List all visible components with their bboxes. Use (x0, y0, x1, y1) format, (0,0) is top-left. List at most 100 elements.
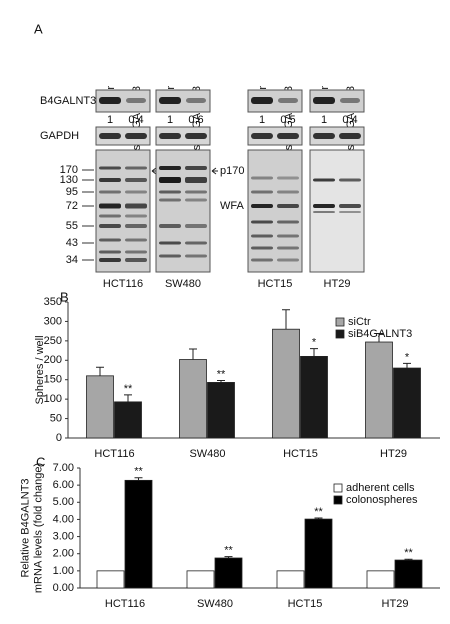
y-tick-label: 50 (50, 412, 62, 424)
error-bar (282, 309, 290, 330)
band (251, 176, 273, 180)
band (99, 97, 121, 104)
significance: ** (217, 368, 226, 380)
band (277, 220, 299, 224)
band (251, 234, 273, 238)
error-bar (189, 348, 197, 360)
annotation: p170 (220, 165, 244, 177)
band (99, 166, 121, 170)
error-bar (217, 379, 225, 383)
quantification: 0.6 (188, 114, 203, 126)
band (277, 204, 299, 208)
band (185, 133, 207, 139)
panel-label: B (60, 289, 69, 304)
quantification: 1 (107, 114, 113, 126)
marker-label: 170 (60, 164, 78, 176)
marker-label: 130 (60, 174, 78, 186)
band (251, 204, 273, 208)
band (159, 224, 181, 228)
cell-line-label: SW480 (165, 278, 201, 290)
y-tick-label: 7.00 (53, 462, 74, 474)
blot (155, 149, 211, 273)
band (277, 133, 299, 139)
blot-strip (247, 89, 303, 113)
band (125, 258, 147, 262)
band (99, 250, 121, 254)
band (159, 198, 181, 202)
band (125, 178, 147, 182)
y-tick-label: 100 (44, 393, 62, 405)
band (159, 177, 181, 183)
legend-swatch (333, 483, 343, 493)
band (251, 246, 273, 250)
y-tick-label: 3.00 (53, 530, 74, 542)
significance: ** (314, 506, 323, 518)
band (251, 220, 273, 224)
band (278, 98, 298, 103)
blot-strip (95, 89, 151, 113)
error-bar (224, 556, 233, 558)
band (313, 211, 335, 213)
band (186, 98, 206, 103)
band (185, 224, 207, 228)
x-tick-label: HCT15 (283, 448, 318, 460)
blot-strip (155, 126, 211, 146)
band (313, 97, 335, 104)
band (126, 98, 146, 103)
y-tick-label: 250 (44, 335, 62, 347)
band (185, 198, 207, 202)
band (159, 254, 181, 258)
legend-swatch (335, 317, 345, 327)
bar (272, 328, 300, 439)
y-tick-label: 200 (44, 354, 62, 366)
significance: ** (124, 383, 133, 395)
y-tick-label: 4.00 (53, 513, 74, 525)
cell-line-label: HCT116 (103, 278, 143, 290)
marker-label: 55 (66, 220, 78, 232)
bar (393, 367, 421, 439)
y-axis-label: mRNA levels (fold change) (32, 463, 44, 593)
error-bar (310, 348, 318, 357)
band (339, 204, 361, 208)
legend-swatch (333, 495, 343, 505)
x-tick-label: SW480 (189, 448, 225, 460)
blot-strip (309, 126, 365, 146)
significance: * (312, 337, 317, 349)
band (251, 97, 273, 104)
bar (300, 355, 328, 439)
marker-label: 34 (66, 254, 78, 266)
bar (214, 557, 243, 589)
band (125, 250, 147, 254)
band (313, 178, 335, 182)
bar (207, 382, 235, 439)
x-tick-label: HT29 (380, 448, 407, 460)
band (99, 224, 121, 228)
cell-line-label: HT29 (324, 278, 351, 290)
band (340, 98, 360, 103)
band (159, 133, 181, 139)
x-tick-label: HCT15 (288, 598, 323, 610)
band (313, 204, 335, 208)
panel-label: A (34, 21, 43, 36)
bar (114, 401, 142, 439)
band (125, 238, 147, 242)
blot-strip (95, 126, 151, 146)
band (99, 214, 121, 218)
band (185, 241, 207, 245)
band (99, 203, 121, 209)
y-tick-label: 0.00 (53, 582, 74, 594)
band (185, 254, 207, 258)
blot-strip (309, 89, 365, 113)
band (125, 214, 147, 218)
bar (124, 479, 153, 589)
legend-label: siB4GALNT3 (348, 328, 412, 340)
band (277, 258, 299, 262)
significance: ** (134, 466, 143, 478)
y-tick-label: 300 (44, 315, 62, 327)
error-bar (124, 394, 132, 402)
band (277, 190, 299, 194)
panel-label: C (36, 454, 45, 469)
y-tick-label: 150 (44, 374, 62, 386)
error-bar (403, 362, 411, 369)
x-tick-label: HCT116 (105, 598, 145, 610)
